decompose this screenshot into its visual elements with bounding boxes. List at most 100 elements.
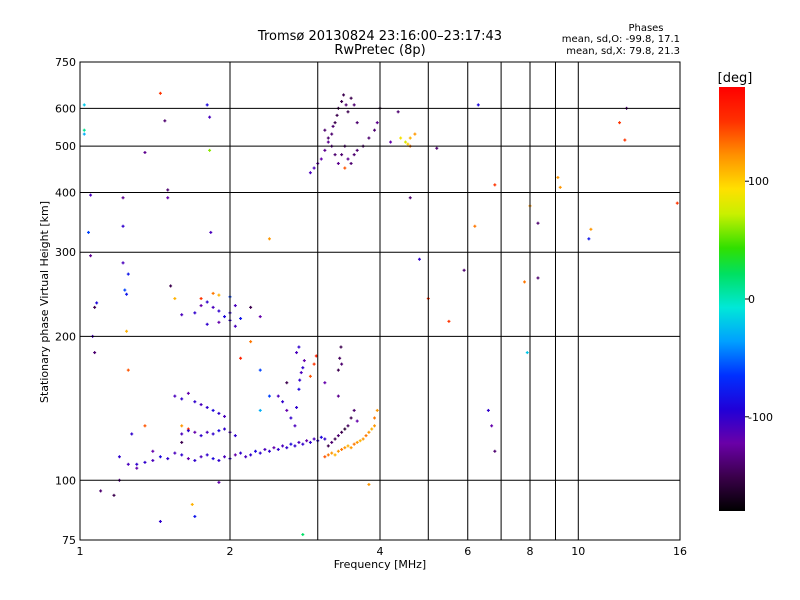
data-point [166, 196, 170, 200]
data-point [408, 196, 412, 200]
data-point [536, 276, 540, 280]
data-point [355, 121, 359, 125]
data-point [199, 434, 203, 438]
data-point [323, 455, 327, 459]
data-point [180, 397, 184, 401]
data-point [276, 447, 280, 451]
data-point [233, 434, 237, 438]
data-point [618, 121, 622, 125]
x-tick-label: 6 [464, 545, 471, 558]
x-axis-ticks: 1 2 4 6 8 10 16 [77, 545, 688, 558]
data-point [330, 440, 334, 444]
data-point [217, 411, 221, 415]
data-point [675, 201, 679, 205]
data-point [326, 453, 330, 457]
data-point [121, 261, 125, 265]
data-point [330, 451, 334, 455]
data-point [267, 449, 271, 453]
data-point [355, 419, 359, 423]
data-point [295, 405, 299, 409]
data-point [125, 329, 129, 333]
data-point [367, 482, 371, 486]
data-point [151, 458, 155, 462]
data-point [338, 356, 342, 360]
data-point [193, 514, 197, 518]
data-point [344, 103, 348, 107]
data-point [126, 462, 130, 466]
data-point [208, 148, 212, 152]
data-point [589, 227, 593, 231]
data-point [289, 442, 293, 446]
data-point [473, 224, 477, 228]
data-point [346, 110, 350, 114]
data-point [217, 429, 221, 433]
data-point [319, 435, 323, 439]
data-point [205, 453, 209, 457]
data-point [361, 437, 365, 441]
data-point [211, 457, 215, 461]
data-point [336, 368, 340, 372]
data-point [370, 427, 374, 431]
data-point [217, 320, 221, 324]
data-point [211, 305, 215, 309]
y-tick-label: 400 [55, 186, 76, 199]
data-point [82, 128, 86, 132]
data-point [193, 430, 197, 434]
colorbar-tick-label: 100 [748, 175, 769, 188]
y-tick-label: 200 [55, 330, 76, 343]
data-point [117, 455, 121, 459]
data-point [413, 132, 417, 136]
data-point [308, 440, 312, 444]
x-tick-label: 2 [227, 545, 234, 558]
data-point [173, 394, 177, 398]
data-point [319, 157, 323, 161]
data-point [89, 193, 93, 197]
data-point [193, 311, 197, 315]
y-axis-ticks: 75 100 200 300 400 500 600 750 [55, 56, 76, 547]
data-point [352, 442, 356, 446]
data-point [486, 408, 490, 412]
data-point [244, 455, 248, 459]
data-point [336, 449, 340, 453]
data-point [367, 136, 371, 140]
data-point [135, 462, 139, 466]
data-point [267, 237, 271, 241]
data-point [180, 440, 184, 444]
data-point [343, 427, 347, 431]
data-point [193, 458, 197, 462]
data-point [301, 533, 305, 537]
grid-lines [80, 62, 680, 540]
data-point [326, 136, 330, 140]
data-point [399, 136, 403, 140]
data-point [312, 362, 316, 366]
data-point [556, 175, 560, 179]
data-point [272, 446, 276, 450]
stats-heading: Phases [628, 23, 663, 34]
x-tick-label: 8 [527, 545, 534, 558]
data-point [308, 374, 312, 378]
data-point [536, 221, 540, 225]
data-point [199, 403, 203, 407]
x-tick-label: 4 [377, 545, 384, 558]
data-point [180, 424, 184, 428]
data-point [281, 444, 285, 448]
data-point [239, 451, 243, 455]
data-point [373, 128, 377, 132]
data-point [205, 430, 209, 434]
data-point [406, 142, 410, 146]
data-point [267, 394, 271, 398]
data-point [89, 254, 93, 258]
data-point [349, 161, 353, 165]
data-point [193, 400, 197, 404]
stats-line-o: mean, sd,O: -99.8, 17.1 [562, 34, 680, 45]
colorbar [719, 87, 745, 511]
data-point [276, 394, 280, 398]
data-point [373, 416, 377, 420]
data-point [364, 434, 368, 438]
y-tick-label: 75 [62, 534, 76, 547]
data-point [121, 224, 125, 228]
data-point [333, 453, 337, 457]
data-point [209, 230, 213, 234]
data-point [373, 424, 377, 428]
data-point [93, 305, 97, 309]
